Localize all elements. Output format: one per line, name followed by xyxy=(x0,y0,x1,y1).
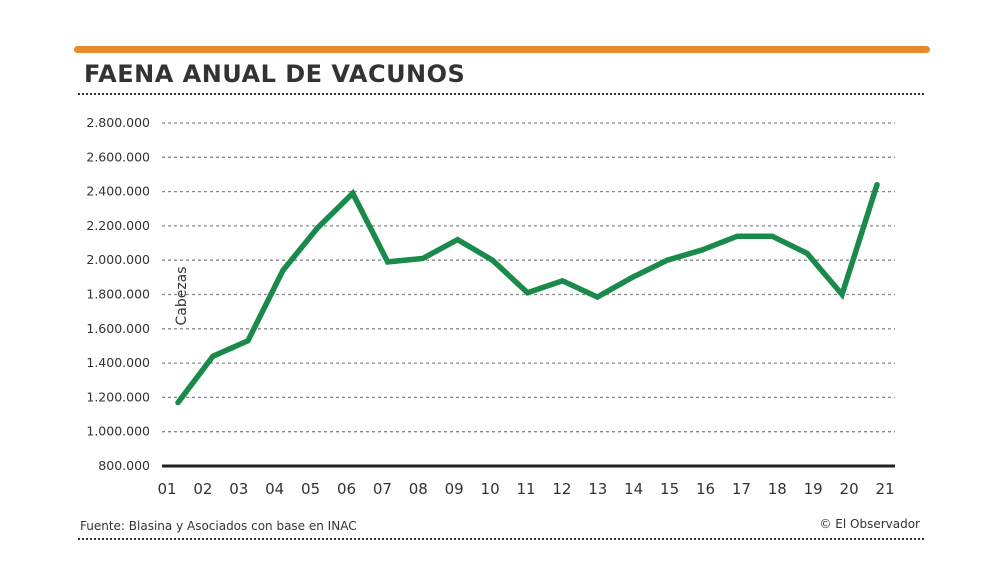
x-tick-label: 01 xyxy=(157,480,176,498)
x-tick-label: 16 xyxy=(696,480,715,498)
x-tick-label: 14 xyxy=(624,480,643,498)
y-tick-label: 2.800.000 xyxy=(86,115,150,130)
y-tick-label: 1.600.000 xyxy=(86,321,150,336)
x-tick-label: 02 xyxy=(193,480,212,498)
x-tick-label: 21 xyxy=(875,480,894,498)
y-tick-label: 2.400.000 xyxy=(86,184,150,199)
credit: © El Observador xyxy=(819,517,920,531)
x-tick-label: 12 xyxy=(552,480,571,498)
y-tick-label: 800.000 xyxy=(98,458,150,473)
x-tick-label: 03 xyxy=(229,480,248,498)
y-tick-label: 1.800.000 xyxy=(86,287,150,302)
x-tick-label: 10 xyxy=(481,480,500,498)
y-tick-label: 1.000.000 xyxy=(86,424,150,439)
y-tick-label: 2.600.000 xyxy=(86,149,150,164)
chart-title: FAENA ANUAL DE VACUNOS xyxy=(84,60,466,88)
x-tick-label: 04 xyxy=(265,480,284,498)
x-tick-label: 18 xyxy=(768,480,787,498)
x-tick-label: 09 xyxy=(445,480,464,498)
y-tick-label: 2.200.000 xyxy=(86,218,150,233)
y-tick-label: 1.400.000 xyxy=(86,355,150,370)
x-tick-label: 15 xyxy=(660,480,679,498)
x-tick-label: 06 xyxy=(337,480,356,498)
source-note: Fuente: Blasina y Asociados con base en … xyxy=(80,519,357,533)
x-tick-label: 20 xyxy=(840,480,859,498)
x-tick-label: 19 xyxy=(804,480,823,498)
accent-bar xyxy=(74,46,930,53)
x-tick-label: 07 xyxy=(373,480,392,498)
title-divider xyxy=(78,93,924,95)
y-axis-label: Cabezas xyxy=(174,266,190,325)
x-tick-label: 17 xyxy=(732,480,751,498)
x-tick-label: 08 xyxy=(409,480,428,498)
y-tick-label: 1.200.000 xyxy=(86,389,150,404)
x-tick-label: 05 xyxy=(301,480,320,498)
x-tick-label: 11 xyxy=(516,480,535,498)
y-tick-label: 2.000.000 xyxy=(86,252,150,267)
x-tick-label: 13 xyxy=(588,480,607,498)
footer-divider xyxy=(78,538,924,540)
series-line xyxy=(175,181,880,406)
